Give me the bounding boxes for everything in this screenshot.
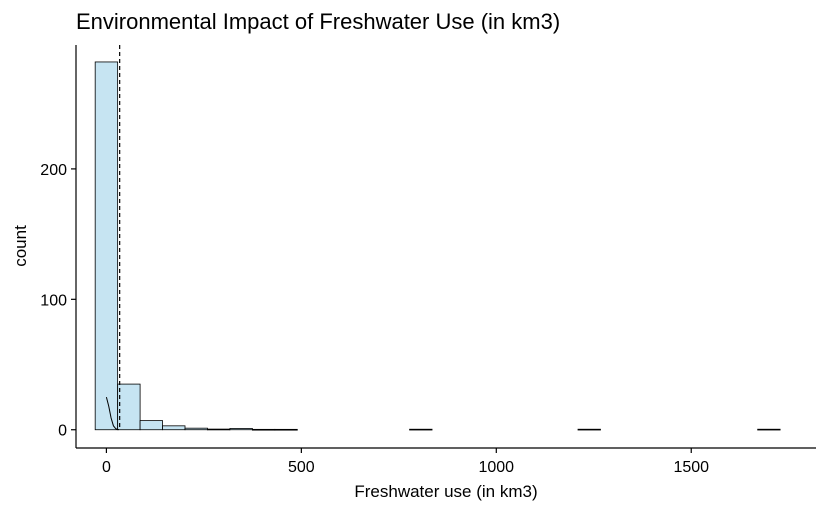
- histogram-bar-6: [229, 428, 253, 431]
- x-axis-title: Freshwater use (in km3): [354, 482, 537, 501]
- x-axis-ticks: 0 500 1000 1500: [102, 448, 709, 476]
- y-tick-label: 200: [40, 162, 67, 179]
- chart-title: Environmental Impact of Freshwater Use (…: [76, 9, 560, 34]
- x-tick-label: 1500: [673, 459, 709, 476]
- histogram-bar-4: [184, 427, 208, 431]
- histogram-bar-1: [117, 383, 141, 431]
- y-tick-label: 100: [40, 292, 67, 309]
- histogram-bar-0: [94, 61, 119, 431]
- histogram-bar-3: [162, 425, 186, 431]
- histogram-bar-9: [409, 428, 433, 431]
- y-axis-title: count: [11, 225, 30, 267]
- y-axis-ticks: 0 100 200: [40, 162, 76, 440]
- histogram-bar-8: [274, 428, 298, 431]
- density-curve: [105, 397, 120, 431]
- x-tick-label: 500: [288, 459, 315, 476]
- y-tick-label: 0: [58, 423, 67, 440]
- plot-area: [94, 45, 781, 431]
- histogram-bar-10: [577, 428, 601, 431]
- x-tick-label: 1000: [478, 459, 514, 476]
- histogram-bar-11: [757, 428, 781, 431]
- histogram-bar-7: [251, 428, 276, 431]
- histogram-bar-5: [207, 428, 231, 431]
- histogram-bar-2: [139, 420, 163, 431]
- x-tick-label: 0: [102, 459, 111, 476]
